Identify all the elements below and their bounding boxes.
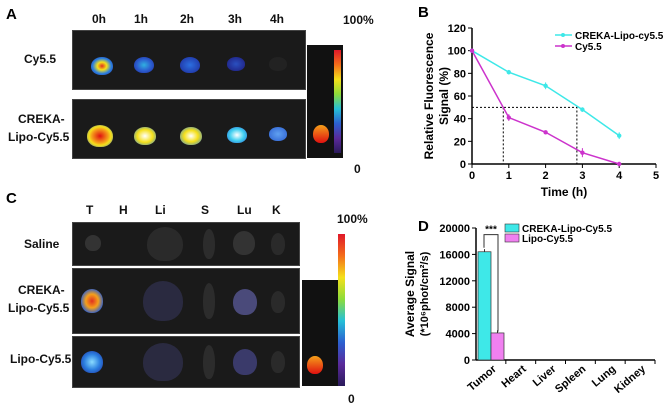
y-tick-label: 20 bbox=[454, 136, 466, 148]
row-label-lipo: Lipo-Cy5.5 bbox=[10, 352, 72, 366]
legend-marker bbox=[561, 33, 565, 37]
legend-label: CREKA-Lipo-cy5.5 bbox=[575, 31, 664, 42]
x-tick-label: 1 bbox=[506, 170, 512, 182]
y-tick-label: 16000 bbox=[439, 249, 470, 261]
y-tick-label: 4000 bbox=[446, 329, 470, 341]
data-point bbox=[580, 107, 585, 112]
y-tick-label: 120 bbox=[448, 23, 466, 35]
data-point bbox=[469, 48, 475, 53]
colorbar-c bbox=[302, 280, 338, 386]
time-label: 0h bbox=[92, 12, 107, 26]
x-tick-label: 3 bbox=[579, 170, 585, 182]
legend-label: Lipo-Cy5.5 bbox=[522, 234, 574, 245]
organ-label: H bbox=[119, 203, 128, 217]
y-axis-label: Relative Fluorescence bbox=[422, 32, 436, 159]
data-point bbox=[580, 150, 585, 155]
y-axis-label: Average Signal bbox=[403, 251, 417, 337]
organ-label: S bbox=[201, 203, 210, 217]
colorbar-min: 0 bbox=[354, 162, 361, 176]
x-tick-label: Spleen bbox=[553, 363, 589, 396]
row-label-saline: Saline bbox=[24, 237, 60, 251]
data-point bbox=[543, 83, 548, 89]
legend-label: Cy5.5 bbox=[575, 42, 602, 53]
colorbar-a bbox=[307, 45, 343, 158]
time-label: 4h bbox=[270, 12, 285, 26]
series-line-0 bbox=[471, 50, 620, 137]
x-tick-label: 4 bbox=[616, 170, 623, 182]
colorbar-c-gradient bbox=[338, 234, 345, 386]
bar bbox=[477, 251, 492, 361]
panel-label-a: A bbox=[6, 6, 17, 23]
panel-label-b: B bbox=[418, 4, 429, 21]
time-label: 1h bbox=[134, 12, 149, 26]
data-point bbox=[506, 115, 511, 120]
colorbar-max: 100% bbox=[337, 212, 368, 226]
legend-marker bbox=[561, 44, 565, 48]
time-label: 2h bbox=[180, 12, 195, 26]
image-strip-lipo bbox=[72, 336, 300, 388]
row-label-creka-2: Lipo-Cy5.5 bbox=[8, 301, 70, 315]
legend-swatch bbox=[504, 233, 520, 243]
row-label-creka: CREKA- bbox=[18, 112, 65, 126]
image-strip-creka bbox=[72, 99, 306, 159]
row-label-cy55: Cy5.5 bbox=[24, 52, 57, 66]
significance-label: *** bbox=[485, 225, 497, 236]
y-tick-label: 20000 bbox=[439, 223, 470, 235]
organ-label: Li bbox=[155, 203, 166, 217]
image-strip-cy55 bbox=[72, 30, 306, 90]
y-tick-label: 0 bbox=[460, 159, 466, 171]
image-strip-creka bbox=[72, 268, 300, 334]
row-label-creka-2: Lipo-Cy5.5 bbox=[8, 130, 70, 144]
y-tick-label: 0 bbox=[464, 355, 470, 367]
x-axis-label: Time (h) bbox=[541, 185, 587, 199]
data-point bbox=[506, 70, 511, 75]
y-tick-label: 12000 bbox=[439, 276, 470, 288]
organ-label: K bbox=[272, 203, 281, 217]
colorbar-min: 0 bbox=[348, 392, 355, 406]
x-tick-label: Heart bbox=[499, 363, 529, 390]
organ-label: T bbox=[86, 203, 94, 217]
panel-label-c: C bbox=[6, 190, 17, 207]
data-point bbox=[617, 161, 622, 167]
row-label-creka: CREKA- bbox=[18, 283, 65, 297]
y-axis-label: Signal (%) bbox=[437, 67, 451, 125]
bar bbox=[490, 332, 505, 361]
x-tick-label: Tumor bbox=[466, 363, 500, 394]
x-tick-label: Kidney bbox=[612, 363, 648, 396]
y-tick-label: 80 bbox=[454, 68, 466, 80]
y-tick-label: 40 bbox=[454, 114, 466, 126]
dotted-guide bbox=[472, 106, 578, 164]
y-tick-label: 60 bbox=[454, 91, 466, 103]
image-strip-saline bbox=[72, 222, 300, 266]
organ-label: Lu bbox=[237, 203, 252, 217]
legend-swatch bbox=[504, 223, 520, 233]
x-tick-label: 2 bbox=[543, 170, 549, 182]
data-point bbox=[543, 130, 548, 135]
colorbar-max: 100% bbox=[343, 13, 374, 27]
legend-label: CREKA-Lipo-Cy5.5 bbox=[522, 224, 612, 235]
x-tick-label: 5 bbox=[653, 170, 659, 182]
y-tick-label: 8000 bbox=[446, 302, 470, 314]
y-tick-label: 100 bbox=[448, 46, 466, 58]
y-axis-label: (*10⁶phot/cm²/s) bbox=[419, 251, 431, 336]
x-tick-label: 0 bbox=[469, 170, 475, 182]
panel-label-d: D bbox=[418, 218, 429, 235]
data-point bbox=[617, 133, 622, 138]
significance-bracket bbox=[483, 234, 499, 332]
time-label: 3h bbox=[228, 12, 243, 26]
